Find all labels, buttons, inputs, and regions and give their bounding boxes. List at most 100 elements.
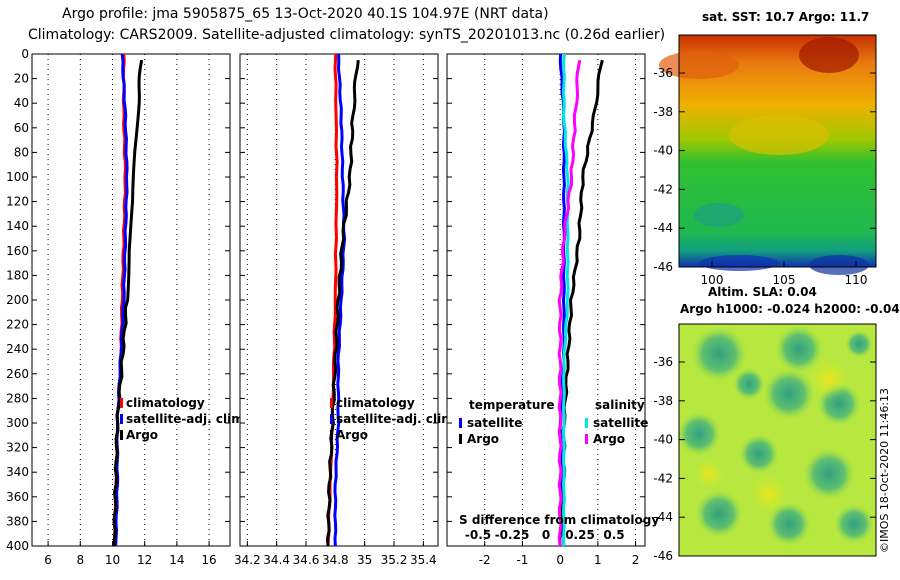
map-y-tick-label: -36	[653, 355, 673, 369]
series-line-argo	[325, 59, 360, 547]
sla-high	[695, 460, 723, 488]
series-line-s-argo	[557, 59, 582, 547]
x-tick-label: 12	[137, 553, 152, 567]
legend-label: satellite-adj. clim.	[336, 412, 458, 426]
panel-difference-from-climatology: -2 -1 0 1 2 temperature salinity satellite Argo s…	[446, 53, 659, 567]
map-x-tick-label: 110	[845, 273, 868, 287]
legend-label: climatology	[126, 396, 205, 410]
sla-eddy	[691, 326, 747, 382]
map-x-tick-label: 105	[773, 273, 796, 287]
y-tick-label: 120	[6, 195, 29, 209]
map-y-tick-label: -36	[653, 66, 673, 80]
sst-feature	[699, 255, 779, 271]
series-line-satellite-adj--clim-	[333, 53, 347, 547]
sla-eddy	[763, 368, 815, 420]
sla-eddy	[803, 448, 855, 500]
map-y-tick-label: -42	[653, 471, 673, 485]
x-tick-label: 8	[76, 553, 84, 567]
legend-swatch	[330, 430, 333, 440]
y-tick-label: 360	[6, 490, 29, 504]
sla-eddy	[677, 412, 721, 456]
legend-title-temperature: temperature	[469, 398, 554, 412]
sst-map: -36 -38 -40 -42 -44 -46 100 105 110	[653, 34, 877, 287]
legend-swatch	[585, 434, 588, 444]
x-tick-label: 35	[357, 553, 372, 567]
map-y-tick-label: -44	[653, 510, 673, 524]
s-axis-title: S difference from climatology	[459, 513, 659, 527]
sst-feature	[729, 115, 829, 155]
map-y-tick-label: -40	[653, 433, 673, 447]
x-tick-label: 16	[201, 553, 216, 567]
chart-subtitle: Climatology: CARS2009. Satellite-adjuste…	[28, 27, 666, 43]
map-y-tick-label: -40	[653, 144, 673, 158]
y-tick-label: 200	[6, 293, 29, 307]
legend-label: climatology	[336, 396, 415, 410]
y-tick-label: 220	[6, 318, 29, 332]
legend-swatch	[120, 398, 123, 408]
sst-feature	[799, 37, 859, 73]
legend-swatch	[120, 430, 123, 440]
legend-swatch	[120, 414, 123, 424]
sla-eddy	[775, 325, 823, 373]
legend-label: Argo	[336, 428, 368, 442]
legend-label: Argo	[126, 428, 158, 442]
sla-eddy	[739, 434, 779, 474]
y-tick-label: 0	[21, 47, 29, 61]
y-tick-label: 400	[6, 539, 29, 553]
map-y-tick-label: -46	[653, 549, 673, 563]
legend-label: satellite	[467, 416, 522, 430]
sla-high	[751, 476, 787, 512]
x-tick-label: 35.4	[410, 553, 437, 567]
legend-swatch	[459, 418, 462, 428]
y-tick-label: 160	[6, 244, 29, 258]
y-tick-label: 380	[6, 514, 29, 528]
copyright-stamp: ©IMOS 18-Oct-2020 11:46:13	[878, 387, 891, 553]
x-tick-label: 2	[632, 553, 640, 567]
sst-feature	[694, 203, 744, 227]
y-tick-label: 320	[6, 441, 29, 455]
x-tick-label: 14	[169, 553, 184, 567]
sla-map-subtitle: Argo h1000: -0.024 h2000: -0.046	[680, 302, 900, 316]
legend-label: satellite-adj. clim.	[126, 412, 248, 426]
sst-feature	[809, 255, 869, 275]
s-tick-label: -0.25	[495, 528, 530, 542]
s-tick-label: 0.5	[603, 528, 624, 542]
x-tick-label: 34.6	[293, 553, 320, 567]
legend-label: satellite	[593, 416, 648, 430]
s-tick-label: 0.25	[565, 528, 595, 542]
y-tick-label: 100	[6, 170, 29, 184]
y-tick-label: 40	[14, 96, 29, 110]
x-tick-label: -1	[516, 553, 528, 567]
legend-swatch	[330, 414, 333, 424]
x-tick-label: 35.2	[381, 553, 408, 567]
panel-salinity-profile: 34.2 34.4 34.6 34.8 35 35.2 35.4 climatology sat…	[234, 53, 458, 567]
map-y-tick-label: -44	[653, 221, 673, 235]
y-tick-label: 80	[14, 145, 29, 159]
legend-swatch	[459, 434, 462, 444]
y-tick-label: 260	[6, 367, 29, 381]
legend-label: Argo	[593, 432, 625, 446]
panel-temperature-profile: 0 20 40 60 80 100 120 140 160 180 200 220 240 260 280 3…	[6, 47, 248, 567]
y-tick-label: 180	[6, 268, 29, 282]
legend-swatch	[585, 418, 588, 428]
s-tick-label: 0	[542, 528, 550, 542]
y-tick-label: 60	[14, 121, 29, 135]
y-tick-label: 20	[14, 72, 29, 86]
legend-swatch	[330, 398, 333, 408]
legend-label: Argo	[467, 432, 499, 446]
map-y-tick-label: -38	[653, 394, 673, 408]
sst-map-title: sat. SST: 10.7 Argo: 11.7	[702, 10, 870, 24]
x-tick-label: 1	[594, 553, 602, 567]
sla-eddy	[834, 504, 874, 544]
sla-map-title: Altim. SLA: 0.04	[708, 285, 817, 299]
map-y-tick-label: -42	[653, 182, 673, 196]
legend-title-salinity: salinity	[595, 398, 645, 412]
sla-eddy	[767, 502, 811, 546]
map-y-tick-label: -38	[653, 105, 673, 119]
sla-eddy	[695, 490, 743, 538]
sla-eddy	[733, 368, 765, 400]
x-tick-label: 0	[556, 553, 564, 567]
x-tick-label: 34.2	[234, 553, 261, 567]
y-tick-label: 300	[6, 416, 29, 430]
